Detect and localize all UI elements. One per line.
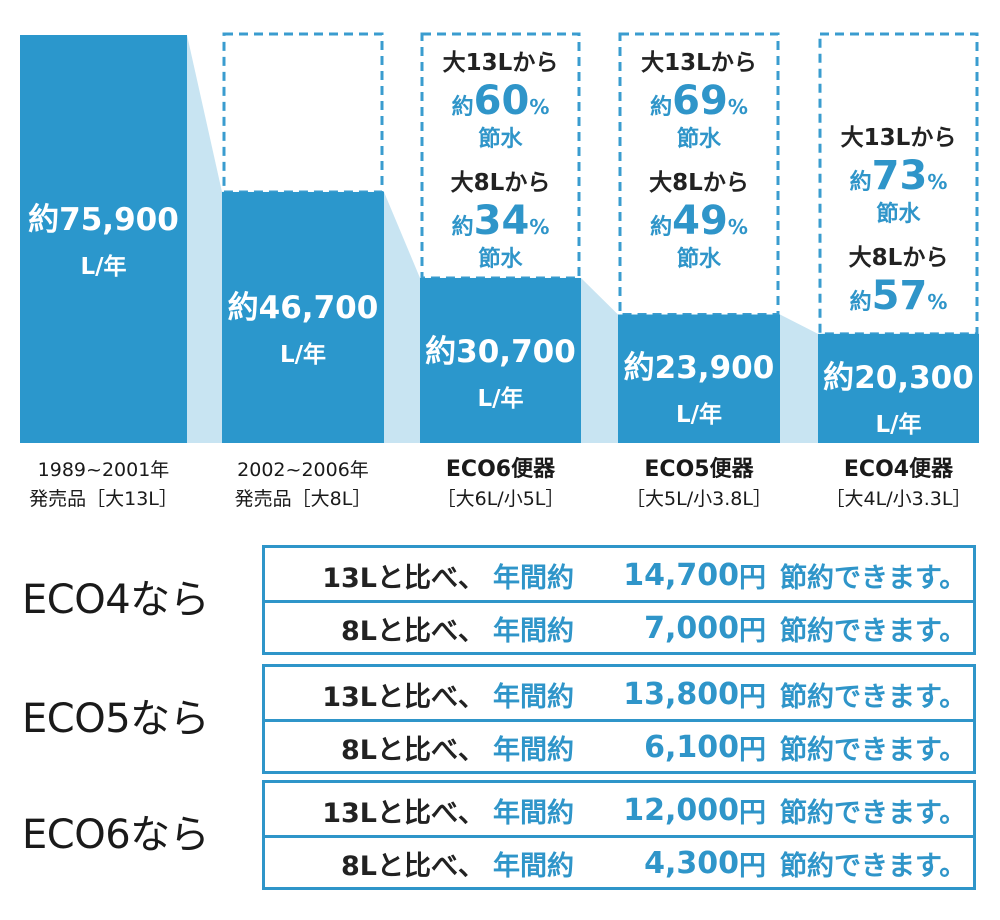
bar-value-label: 約20,300 — [823, 360, 974, 396]
savings-annual-text: 年間約 — [493, 681, 574, 713]
savings-annual-text: 年間約 — [493, 850, 574, 882]
savings-row: 13Lと比べ、 年間約 13,800 円 節約できます。 — [265, 669, 973, 719]
savings-annual-text: 年間約 — [493, 797, 574, 829]
savings-amount: 12,000 — [623, 792, 739, 828]
annotation-percent: 約34% — [452, 198, 550, 244]
savings-tail-text: 節約できます。 — [780, 562, 967, 594]
bar — [818, 333, 979, 443]
savings-tail-text: 節約できます。 — [780, 797, 967, 829]
savings-row: 8Lと比べ、 年間約 6,100 円 節約できます。 — [265, 722, 973, 772]
category-sublabel: ［大5L/小3.8L］ — [626, 488, 772, 510]
savings-box: 13Lと比べ、 年間約 13,800 円 節約できます。 8Lと比べ、 年間約 … — [262, 664, 976, 774]
category-sublabel: 発売品［大8L］ — [235, 488, 372, 510]
bar-connector — [384, 191, 420, 443]
savings-tail-text: 節約できます。 — [780, 681, 967, 713]
savings-row: 8Lと比べ、 年間約 7,000 円 節約できます。 — [265, 603, 973, 653]
savings-block-eco4: ECO4なら 13Lと比べ、 年間約 14,700 円 節約できます。 8Lと比… — [0, 545, 1000, 655]
annotation-from-text: 大13Lから — [841, 125, 957, 151]
bar-unit-label: L/年 — [477, 385, 523, 412]
annotation-from-text: 大8Lから — [849, 245, 949, 271]
category-label: 2002~2006年 — [237, 459, 369, 481]
savings-tail-text: 節約できます。 — [780, 734, 967, 766]
savings-compare-text: 8Lと比べ、 — [341, 615, 485, 647]
savings-unit: 円 — [739, 615, 766, 647]
annotation-suffix-text: 節水 — [677, 246, 722, 272]
annotation-suffix-text: 節水 — [677, 126, 722, 152]
savings-amount: 14,700 — [623, 557, 739, 593]
bar-unit-label: L/年 — [875, 411, 921, 438]
annotation-percent: 約57% — [850, 273, 948, 319]
savings-row: 13Lと比べ、 年間約 12,000 円 節約できます。 — [265, 785, 973, 835]
savings-unit: 円 — [739, 681, 766, 713]
bar — [420, 277, 581, 443]
reference-dashed-outline — [222, 32, 384, 194]
bar-connector — [187, 35, 222, 443]
savings-unit: 円 — [739, 797, 766, 829]
savings-amount: 13,800 — [623, 676, 739, 712]
savings-tail-text: 節約できます。 — [780, 615, 967, 647]
bar — [222, 191, 384, 443]
annotation-percent: 約69% — [650, 78, 748, 124]
savings-divider — [265, 719, 973, 722]
annotation-suffix-text: 節水 — [478, 126, 523, 152]
savings-annual-text: 年間約 — [493, 562, 574, 594]
bar-connector — [581, 277, 618, 443]
savings-compare-text: 13Lと比べ、 — [322, 681, 485, 713]
annotation-from-text: 大8Lから — [451, 170, 551, 196]
annotation-percent: 約49% — [650, 198, 748, 244]
bar-unit-label: L/年 — [80, 253, 126, 280]
savings-eco-label: ECO6なら — [22, 812, 210, 858]
savings-amount: 6,100 — [644, 729, 739, 765]
bar — [20, 35, 187, 443]
savings-compare-text: 13Lと比べ、 — [322, 797, 485, 829]
bar-value-label: 約30,700 — [425, 334, 576, 370]
savings-eco-label: ECO4なら — [22, 577, 210, 623]
savings-compare-text: 8Lと比べ、 — [341, 734, 485, 766]
annotation-suffix-text: 節水 — [478, 246, 523, 272]
bar-value-label: 約46,700 — [228, 290, 379, 326]
savings-tail-text: 節約できます。 — [780, 850, 967, 882]
savings-eco-label: ECO5なら — [22, 696, 210, 742]
annotation-suffix-text: 節水 — [876, 201, 921, 227]
bar-unit-label: L/年 — [280, 341, 326, 368]
savings-amount: 7,000 — [644, 610, 739, 646]
savings-compare-text: 8Lと比べ、 — [341, 850, 485, 882]
annotation-from-text: 大13Lから — [443, 50, 559, 76]
savings-unit: 円 — [739, 850, 766, 882]
reference-dashed-outline — [818, 32, 979, 336]
savings-box: 13Lと比べ、 年間約 14,700 円 節約できます。 8Lと比べ、 年間約 … — [262, 545, 976, 655]
savings-row: 13Lと比べ、 年間約 14,700 円 節約できます。 — [265, 550, 973, 600]
reference-dashed-outline — [420, 32, 581, 280]
savings-divider — [265, 600, 973, 603]
savings-compare-text: 13Lと比べ、 — [322, 562, 485, 594]
bar-connector — [780, 314, 818, 443]
annotation-percent: 約60% — [452, 78, 550, 124]
savings-block-eco6: ECO6なら 13Lと比べ、 年間約 12,000 円 節約できます。 8Lと比… — [0, 780, 1000, 890]
annotation-from-text: 大8Lから — [649, 170, 749, 196]
savings-row: 8Lと比べ、 年間約 4,300 円 節約できます。 — [265, 838, 973, 888]
bar-value-label: 約23,900 — [624, 350, 775, 386]
category-label: ECO5便器 — [644, 457, 754, 482]
bar-value-label: 約75,900 — [28, 202, 179, 238]
category-sublabel: ［大4L/小3.3L］ — [826, 488, 972, 510]
category-sublabel: ［大6L/小5L］ — [437, 488, 565, 510]
savings-divider — [265, 835, 973, 838]
savings-amount: 4,300 — [644, 845, 739, 881]
category-sublabel: 発売品［大13L］ — [29, 488, 178, 510]
savings-annual-text: 年間約 — [493, 615, 574, 647]
savings-unit: 円 — [739, 734, 766, 766]
annotation-percent: 約73% — [850, 153, 948, 199]
category-label: ECO4便器 — [844, 457, 954, 482]
category-label: 1989~2001年 — [38, 459, 170, 481]
savings-unit: 円 — [739, 562, 766, 594]
category-label: ECO6便器 — [446, 457, 556, 482]
bar-unit-label: L/年 — [676, 401, 722, 428]
savings-block-eco5: ECO5なら 13Lと比べ、 年間約 13,800 円 節約できます。 8Lと比… — [0, 664, 1000, 774]
annotation-from-text: 大13Lから — [641, 50, 757, 76]
savings-annual-text: 年間約 — [493, 734, 574, 766]
bar — [618, 314, 780, 443]
savings-box: 13Lと比べ、 年間約 12,000 円 節約できます。 8Lと比べ、 年間約 … — [262, 780, 976, 890]
